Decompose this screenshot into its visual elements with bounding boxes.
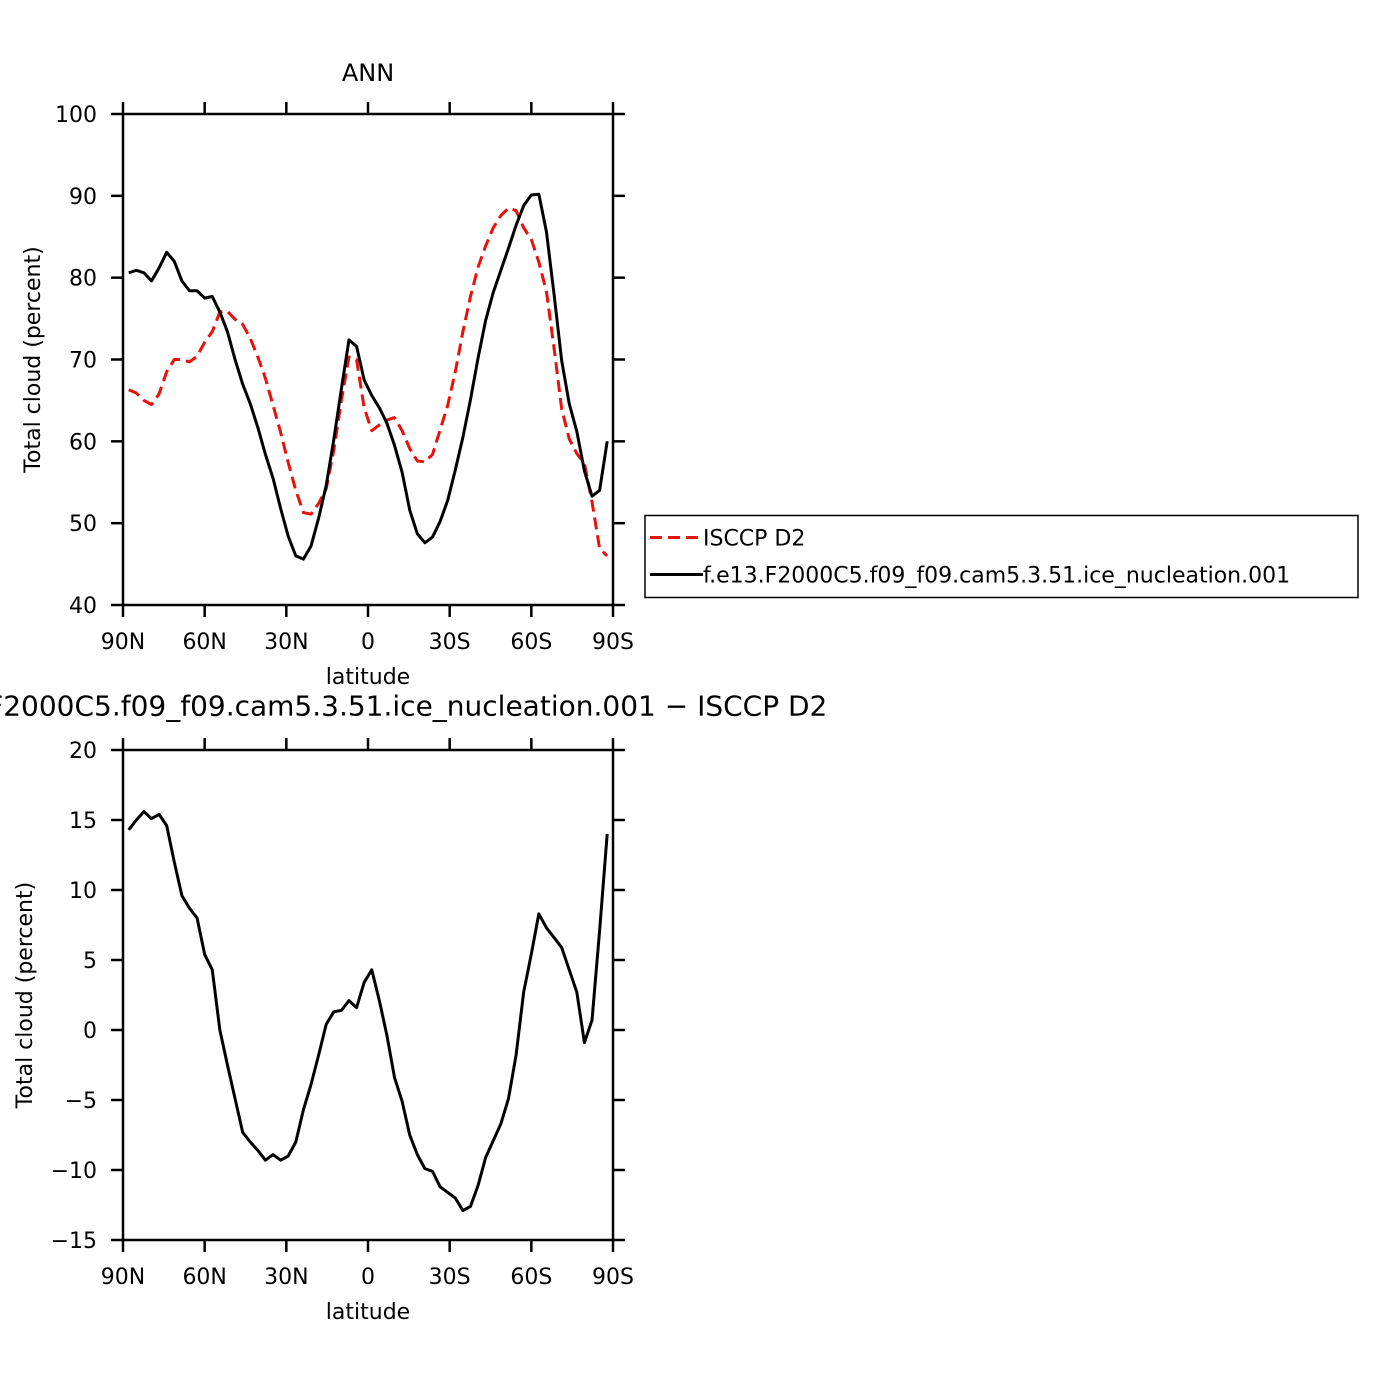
y-tick-label: 40 [69,594,97,619]
y-tick-label: 0 [83,1019,97,1044]
x-tick-label: 0 [361,630,375,655]
y-tick-label: 60 [69,430,97,455]
y-tick-label: 50 [69,512,97,537]
legend-box [644,514,1359,599]
y-tick-label: 15 [69,809,97,834]
x-tick-label: 90S [592,1265,634,1290]
x-tick-label: 0 [361,1265,375,1290]
y-tick-label: 5 [83,949,97,974]
x-tick-label: 90S [592,630,634,655]
plot-frame [121,112,615,607]
y-axis-label: Total cloud (percent) [13,882,38,1109]
x-tick-label: 30N [264,1265,308,1290]
legend-label: ISCCP D2 [703,527,805,552]
y-tick-label: −15 [51,1229,97,1254]
y-tick-label: −5 [65,1089,97,1114]
data-line [128,192,609,561]
y-tick-label: −10 [51,1159,97,1184]
y-tick-label: 90 [69,185,97,210]
x-axis-label: latitude [326,665,410,690]
y-tick-label: 20 [69,739,97,764]
x-tick-label: 90N [101,1265,145,1290]
y-tick-label: 80 [69,267,97,292]
x-tick-label: 60S [510,630,552,655]
y-tick-label: 10 [69,879,97,904]
legend-label: f.e13.F2000C5.f09_f09.cam5.3.51.ice_nucl… [703,564,1290,589]
x-tick-label: 60S [510,1265,552,1290]
y-tick-label: 70 [69,349,97,374]
x-tick-label: 30S [429,630,471,655]
chart-title: ANN [342,59,394,87]
x-tick-label: 60N [182,1265,226,1290]
data-line [127,810,609,1213]
x-tick-label: 90N [101,630,145,655]
x-tick-label: 60N [182,630,226,655]
x-tick-label: 30S [429,1265,471,1290]
x-axis-label: latitude [326,1300,410,1325]
plot-frame [121,748,615,1242]
x-tick-label: 30N [264,630,308,655]
chart-title: f.e13.F2000C5.f09_f09.cam5.3.51.ice_nucl… [0,689,827,722]
data-line [128,206,609,557]
y-tick-label: 100 [55,103,97,128]
y-axis-label: Total cloud (percent) [21,246,46,473]
